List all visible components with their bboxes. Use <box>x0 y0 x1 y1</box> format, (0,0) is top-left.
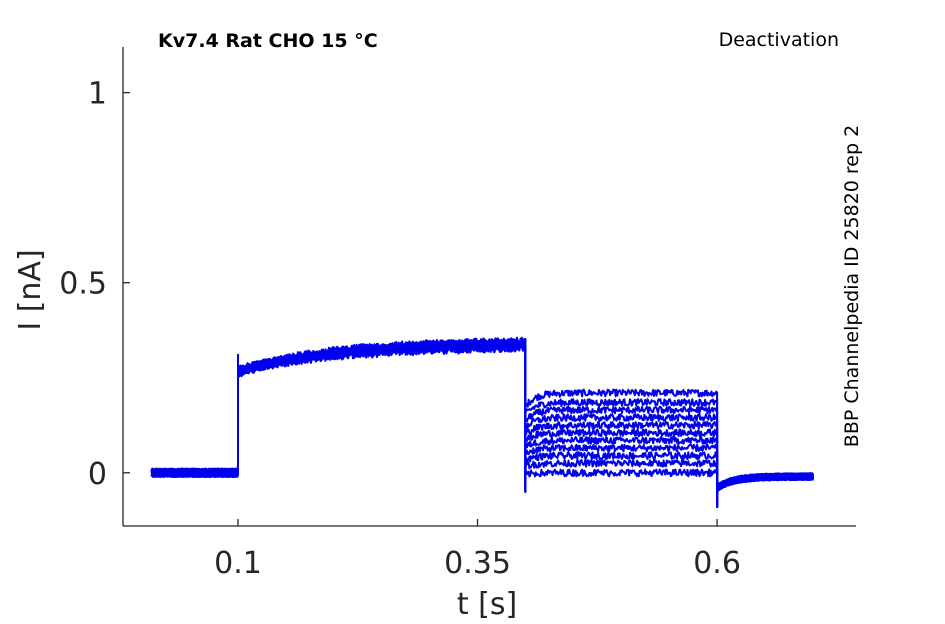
traces-group <box>150 336 814 508</box>
x-tick-label: 0.6 <box>693 546 741 581</box>
x-tick-label: 0.35 <box>444 546 511 581</box>
chart-title: Kv7.4 Rat CHO 15 °C <box>158 30 378 52</box>
side-note: BBP Channelpedia ID 25820 rep 2 <box>841 125 863 447</box>
y-tick-label: 1 <box>88 77 107 112</box>
chart-subtitle: Deactivation <box>719 29 839 51</box>
x-ticks-group: 0.1 0.35 0.6 <box>214 519 741 581</box>
y-axis-label: I [nA] <box>13 249 48 330</box>
y-ticks-group: 00.51 <box>59 77 130 492</box>
series-line-10 <box>150 343 814 508</box>
y-tick-label: 0.5 <box>59 267 107 302</box>
y-tick-label: 0 <box>88 457 107 492</box>
x-tick-label: 0.1 <box>214 546 262 581</box>
x-axis-label: t [s] <box>457 587 517 622</box>
